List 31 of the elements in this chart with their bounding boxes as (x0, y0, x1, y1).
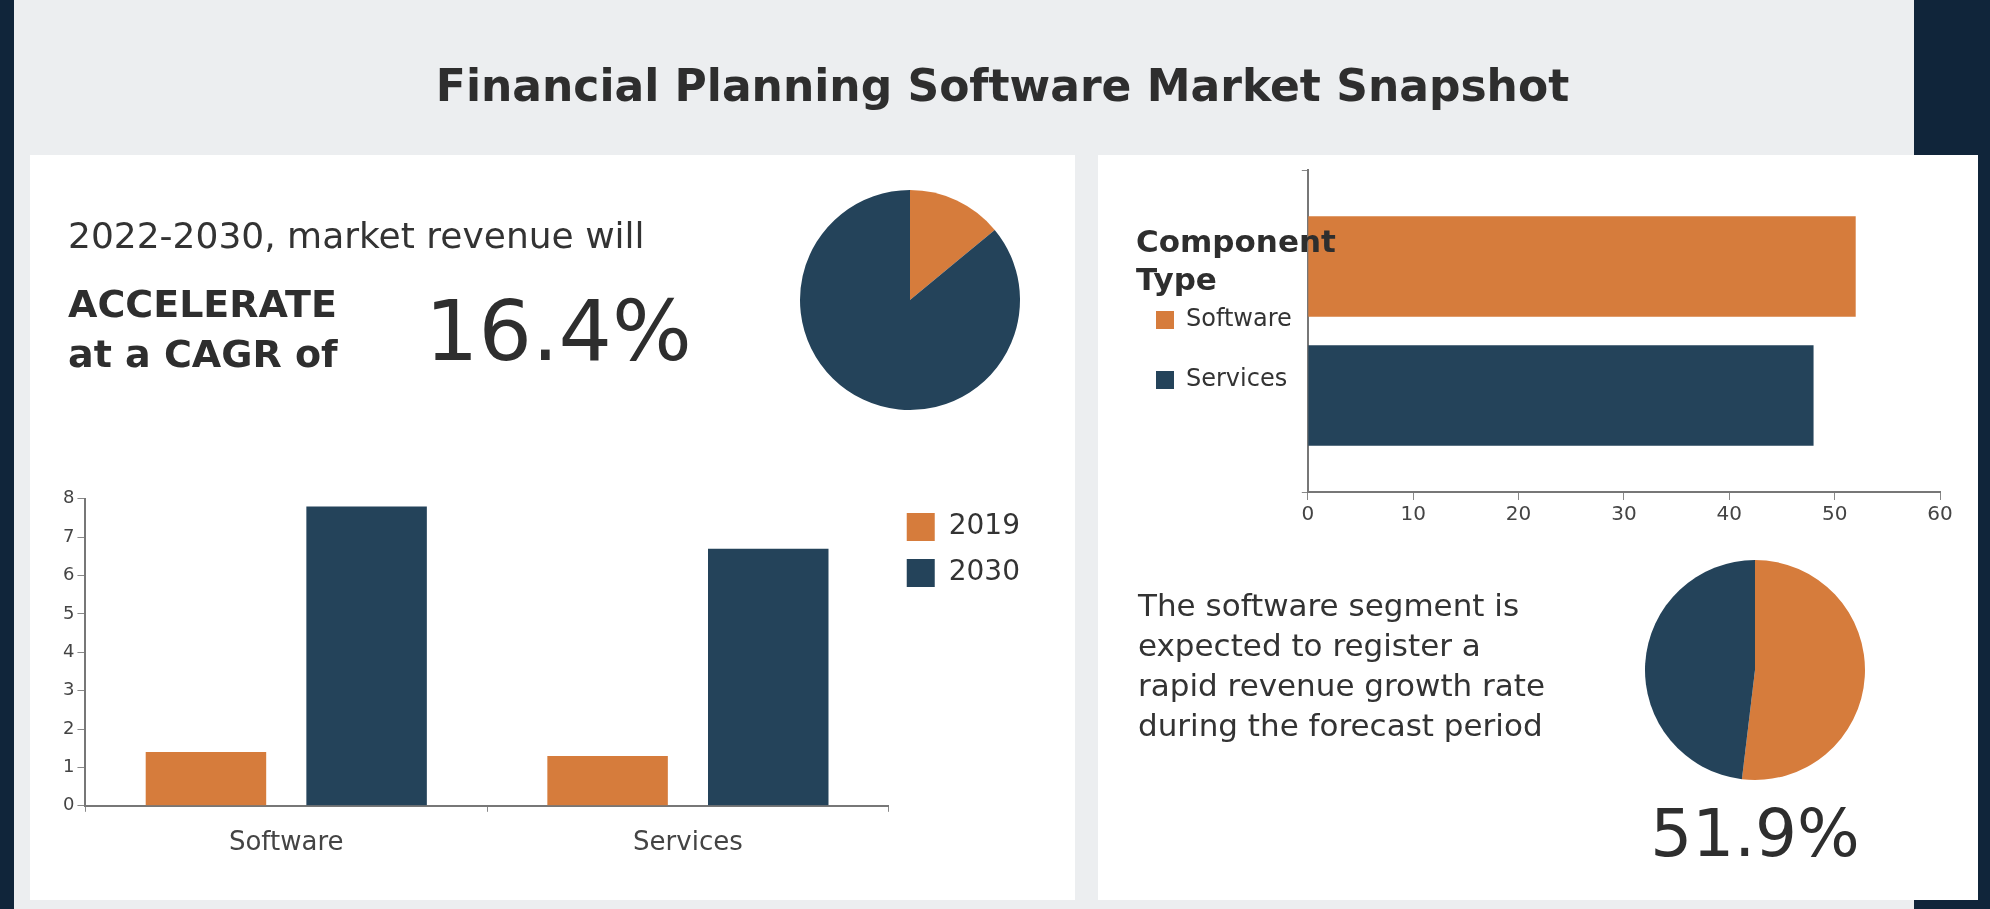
y-tick-label: 5 (63, 601, 75, 623)
text: The software segment is expected to register a rapid revenue growth rate during the forecast period (1138, 586, 1547, 745)
text: 16.4% (425, 282, 692, 380)
legend-label: Services (1186, 364, 1288, 393)
text: ACCELERATE (68, 282, 337, 326)
x-tick-label: 30 (1611, 501, 1637, 526)
y-tick-label: 1 (63, 755, 75, 777)
bar (306, 506, 427, 806)
x-tick-label: 0 (1301, 501, 1315, 526)
text: 2022-2030, market revenue will (68, 215, 645, 256)
y-tick-label: 2 (63, 716, 75, 738)
legend-label: Software (1186, 304, 1292, 333)
legend-label: 2030 (948, 554, 1021, 588)
bar (708, 548, 829, 806)
y-tick-label: 3 (63, 678, 75, 700)
text: Financial Planning Software Market Snapshot (434, 60, 1571, 111)
bar (547, 755, 668, 806)
bar (145, 752, 267, 806)
text: at a CAGR of (68, 332, 338, 376)
x-tick-label: 20 (1505, 501, 1532, 526)
x-tick-label: 50 (1821, 501, 1848, 526)
x-tick-label: 40 (1716, 501, 1742, 526)
y-tick-label: 7 (63, 524, 75, 546)
legend-label: 2019 (948, 508, 1021, 542)
x-tick-label: 10 (1400, 501, 1426, 526)
y-tick-label: 6 (63, 563, 75, 585)
y-tick-label: 0 (63, 793, 75, 815)
x-tick-label: 60 (1927, 501, 1953, 526)
y-tick-label: 8 (63, 486, 75, 508)
y-tick-label: 4 (63, 639, 75, 661)
data-label: 51.9% (1649, 795, 1861, 872)
